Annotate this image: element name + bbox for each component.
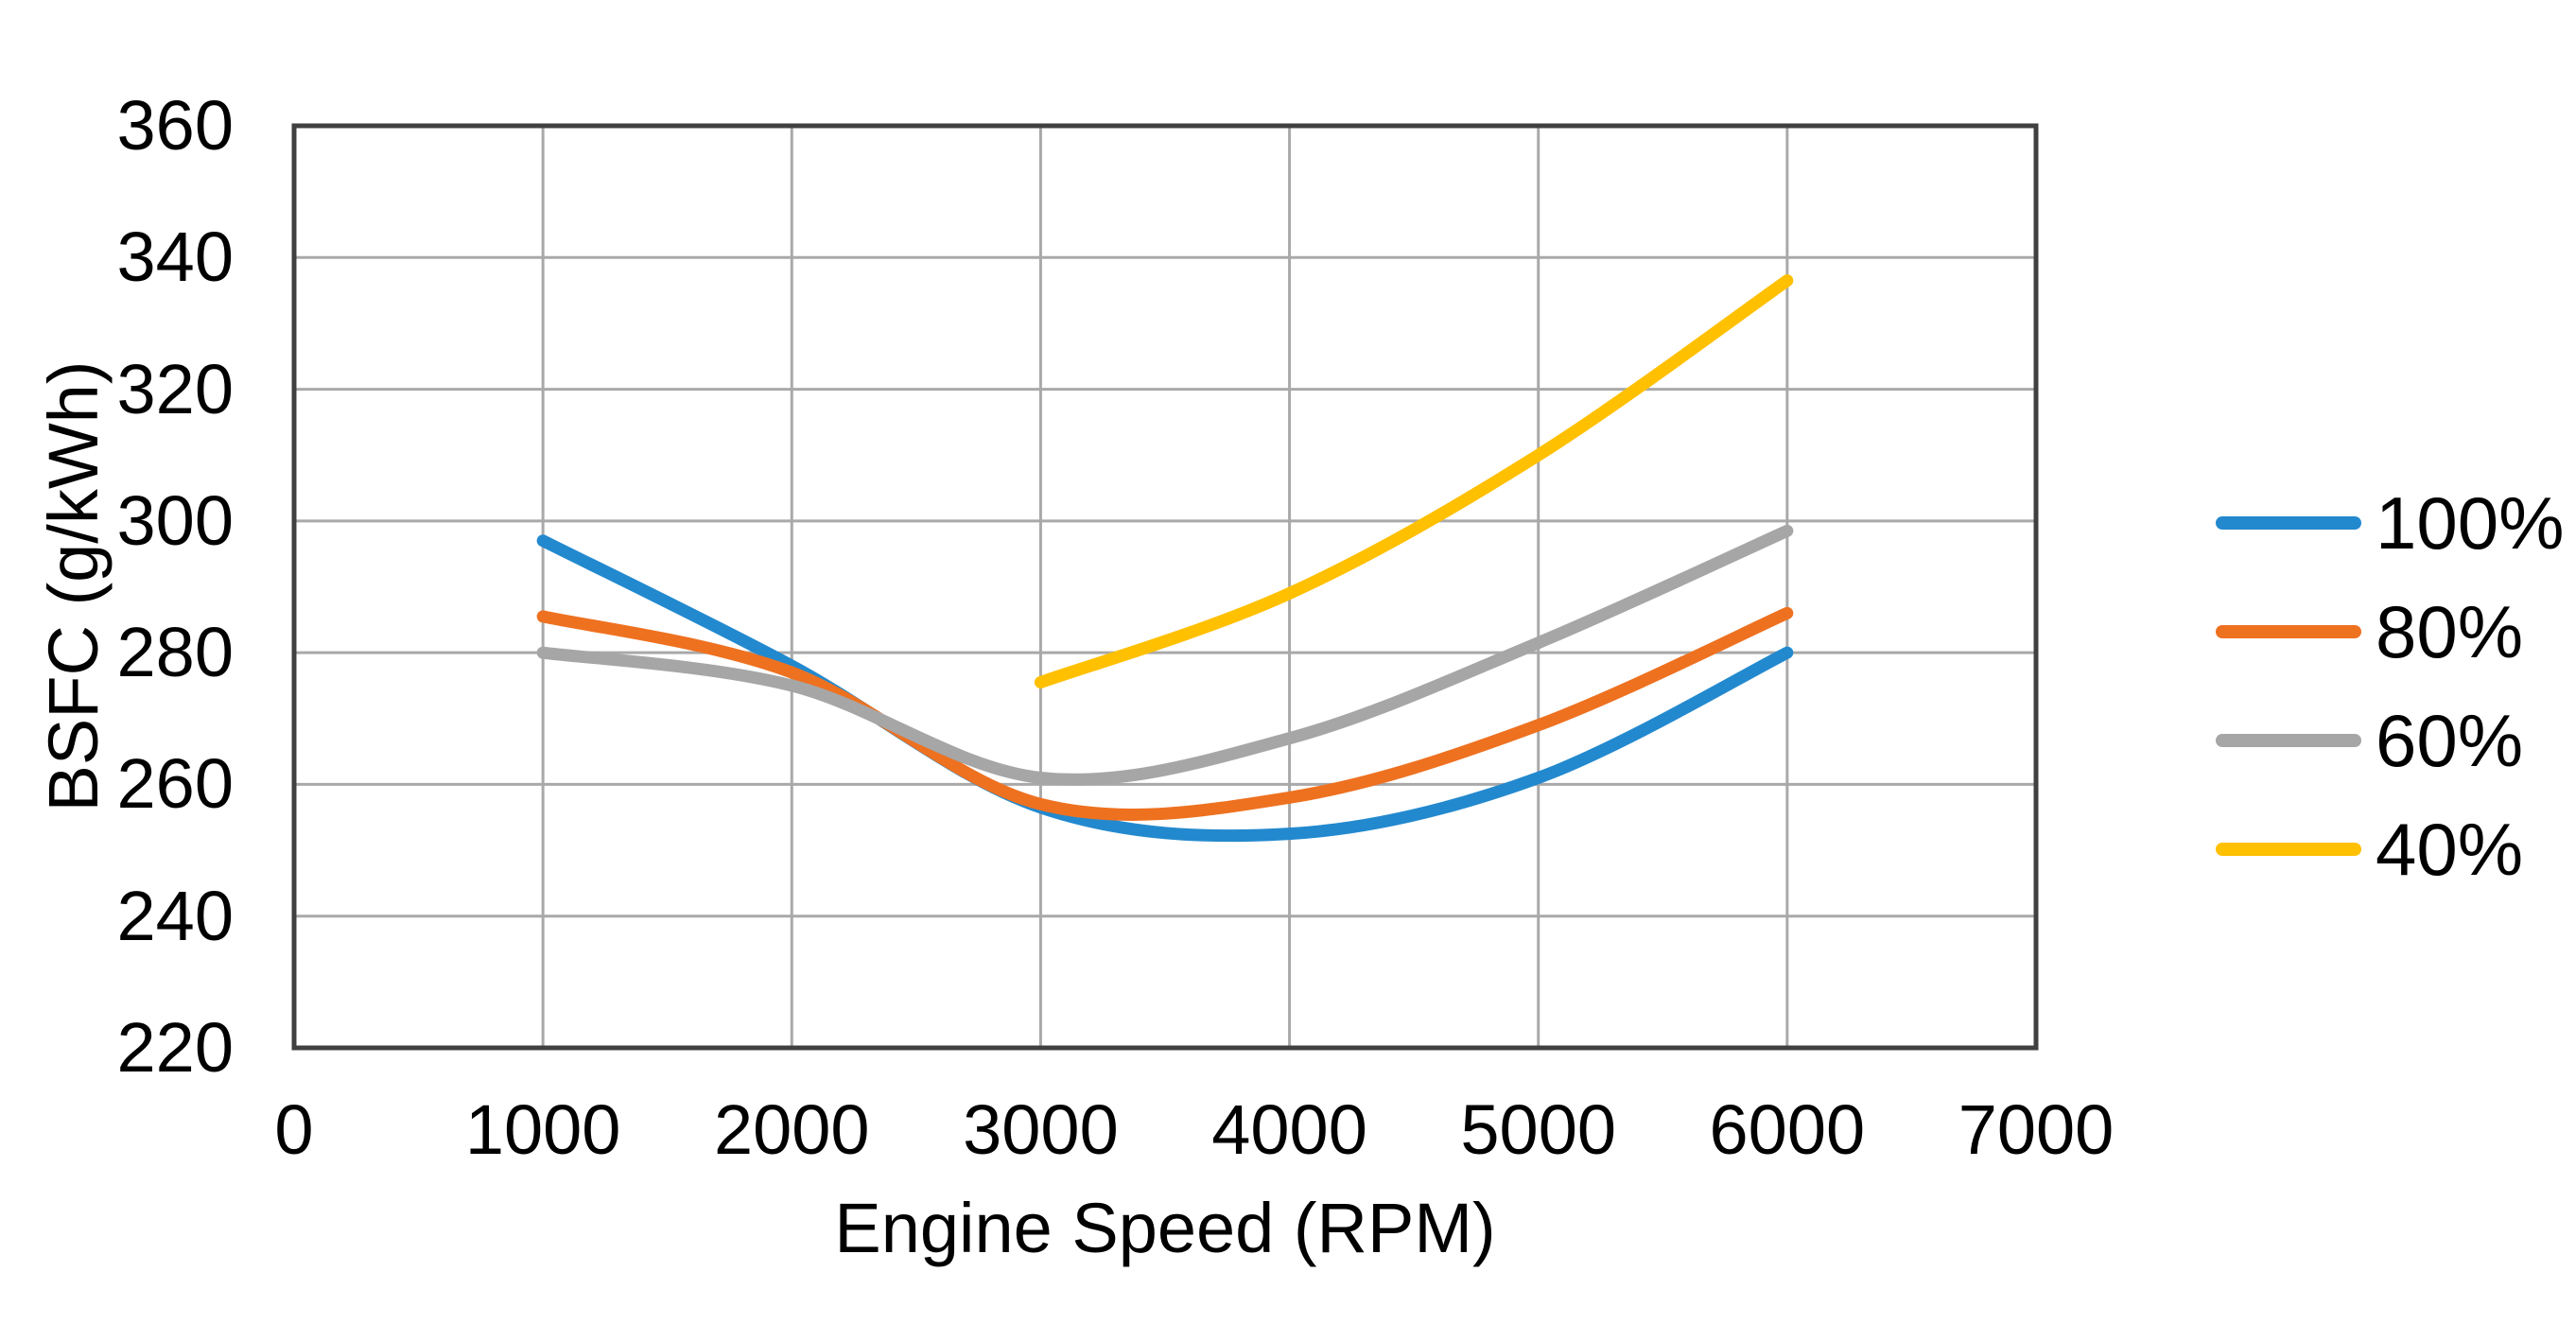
legend-line-sample [2216, 624, 2361, 638]
y-axis-title: BSFC (g/kWh) [34, 360, 113, 812]
y-tick-label: 280 [116, 613, 234, 692]
series-line-40% [1034, 274, 1794, 688]
legend-label: 60% [2376, 698, 2524, 782]
legend-item-100%: 100% [2216, 468, 2565, 577]
y-tick-label: 360 [116, 86, 234, 165]
x-tick-label: 0 [274, 1090, 314, 1169]
legend-label: 100% [2376, 480, 2565, 565]
legend-item-60%: 60% [2216, 686, 2565, 794]
legend-item-80%: 80% [2216, 577, 2565, 686]
series-line-60% [536, 524, 1794, 786]
x-tick-label: 4000 [1211, 1090, 1367, 1169]
x-tick-label: 1000 [464, 1090, 621, 1169]
x-tick-label: 5000 [1460, 1090, 1617, 1169]
y-tick-label: 320 [116, 349, 234, 428]
legend-line-sample [2216, 842, 2361, 856]
legend-item-40%: 40% [2216, 794, 2565, 903]
legend-label: 40% [2376, 807, 2524, 891]
y-tick-label: 220 [116, 1008, 234, 1087]
series-line-100% [536, 534, 1794, 843]
x-tick-label: 3000 [963, 1090, 1119, 1169]
legend-line-sample [2216, 515, 2361, 530]
legend-label: 80% [2376, 589, 2524, 673]
y-tick-label: 300 [116, 480, 234, 560]
x-tick-label: 7000 [1958, 1090, 2115, 1169]
legend: 100% 80% 60% 40% [2216, 468, 2565, 903]
series-line-80% [536, 606, 1794, 821]
plot-border [291, 123, 2039, 1051]
x-tick-label: 6000 [1709, 1090, 1866, 1169]
y-tick-label: 240 [116, 876, 234, 955]
x-axis-title: Engine Speed (RPM) [834, 1189, 1496, 1267]
y-tick-label: 260 [116, 744, 234, 824]
x-tick-label: 2000 [713, 1090, 870, 1169]
y-tick-label: 340 [116, 218, 234, 297]
legend-line-sample [2216, 733, 2361, 747]
